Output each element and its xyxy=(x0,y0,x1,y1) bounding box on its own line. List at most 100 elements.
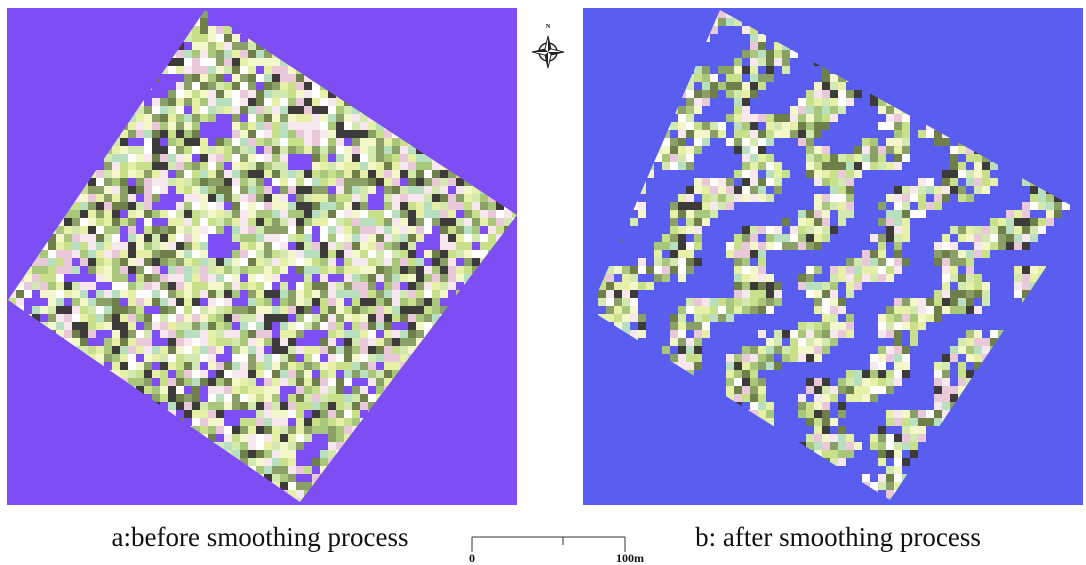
pixel xyxy=(192,202,200,210)
pixel xyxy=(208,322,216,330)
pixel xyxy=(392,274,400,282)
pixel xyxy=(224,154,232,162)
pixel xyxy=(56,322,64,330)
pixel xyxy=(96,290,104,298)
pixel xyxy=(136,362,144,370)
pixel xyxy=(192,58,200,66)
pixel xyxy=(360,394,368,402)
pixel xyxy=(200,194,208,202)
pixel xyxy=(480,218,488,226)
pixel xyxy=(112,258,120,266)
pixel xyxy=(472,234,480,242)
pixel xyxy=(256,354,264,362)
pixel xyxy=(120,218,128,226)
pixel xyxy=(376,146,384,154)
pixel xyxy=(416,242,424,250)
pixel xyxy=(216,42,224,50)
pixel xyxy=(40,266,48,274)
pixel xyxy=(280,74,288,82)
pixel xyxy=(128,226,136,234)
pixel xyxy=(814,122,822,130)
pixel xyxy=(870,98,878,106)
pixel xyxy=(192,250,200,258)
pixel xyxy=(240,450,248,458)
pixel xyxy=(424,274,432,282)
pixel xyxy=(328,146,336,154)
pixel xyxy=(742,114,750,122)
pixel xyxy=(894,114,902,122)
pixel xyxy=(448,282,456,290)
pixel xyxy=(480,202,488,210)
pixel xyxy=(400,250,408,258)
pixel xyxy=(232,354,240,362)
pixel xyxy=(248,402,256,410)
pixel xyxy=(120,154,128,162)
pixel xyxy=(152,282,160,290)
pixel xyxy=(296,490,304,498)
pixel xyxy=(288,138,296,146)
pixel xyxy=(96,178,104,186)
pixel xyxy=(328,394,336,402)
pixel xyxy=(128,330,136,338)
pixel xyxy=(734,74,742,82)
pixel xyxy=(152,234,160,242)
pixel xyxy=(176,90,184,98)
pixel xyxy=(726,90,734,98)
pixel xyxy=(806,106,814,114)
pixel xyxy=(288,186,296,194)
pixel xyxy=(694,122,702,130)
pixel xyxy=(192,90,200,98)
pixel xyxy=(360,170,368,178)
pixel xyxy=(192,178,200,186)
pixel xyxy=(96,242,104,250)
pixel xyxy=(368,330,376,338)
pixel xyxy=(336,138,344,146)
pixel xyxy=(296,170,304,178)
pixel xyxy=(192,42,200,50)
pixel xyxy=(400,170,408,178)
pixel xyxy=(726,26,734,34)
pixel xyxy=(248,426,256,434)
pixel xyxy=(136,298,144,306)
pixel xyxy=(200,58,208,66)
pixel xyxy=(296,226,304,234)
pixel xyxy=(456,186,464,194)
pixel xyxy=(352,402,360,410)
pixel xyxy=(264,434,272,442)
pixel xyxy=(296,130,304,138)
pixel xyxy=(136,378,144,386)
pixel xyxy=(256,386,264,394)
pixel xyxy=(168,362,176,370)
pixel xyxy=(88,290,96,298)
pixel xyxy=(408,162,416,170)
pixel xyxy=(96,298,104,306)
pixel xyxy=(192,370,200,378)
pixel xyxy=(224,122,232,130)
pixel xyxy=(80,210,88,218)
pixel xyxy=(376,130,384,138)
pixel xyxy=(774,50,782,58)
pixel xyxy=(814,74,822,82)
pixel xyxy=(288,482,296,490)
pixel xyxy=(352,378,360,386)
pixel xyxy=(144,234,152,242)
pixel xyxy=(104,354,112,362)
pixel xyxy=(232,442,240,450)
pixel xyxy=(726,138,734,146)
pixel xyxy=(112,178,120,186)
pixel xyxy=(280,170,288,178)
pixel xyxy=(120,346,128,354)
pixel xyxy=(168,170,176,178)
pixel xyxy=(144,122,152,130)
pixel xyxy=(368,218,376,226)
pixel xyxy=(360,378,368,386)
pixel xyxy=(128,314,136,322)
pixel xyxy=(296,154,304,162)
pixel xyxy=(72,322,80,330)
pixel xyxy=(232,210,240,218)
pixel xyxy=(312,178,320,186)
pixel xyxy=(336,394,344,402)
pixel xyxy=(240,234,248,242)
pixel xyxy=(902,122,910,130)
pixel xyxy=(312,122,320,130)
